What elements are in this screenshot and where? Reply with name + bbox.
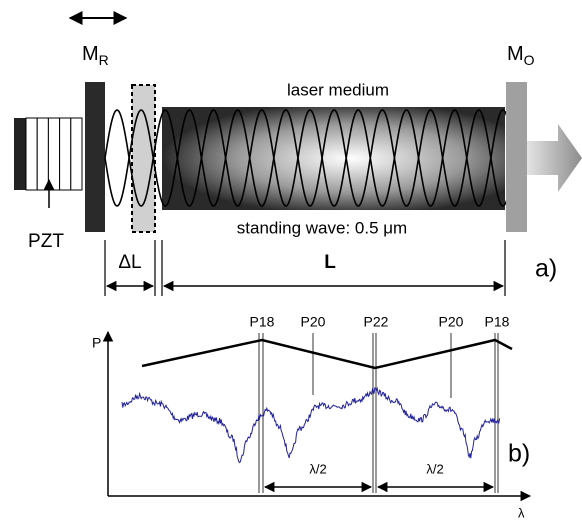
- pzt-cell: [25, 117, 38, 191]
- panel-a-label: a): [535, 255, 557, 283]
- output-beam: [527, 124, 582, 192]
- peak-label: P18: [485, 314, 510, 330]
- pzt-cell: [36, 117, 49, 191]
- envelope: [141, 338, 513, 370]
- y-axis-label: P: [92, 335, 101, 351]
- etalon: [131, 84, 156, 233]
- pzt-stack: [25, 117, 83, 191]
- spacing-label: λ/2: [309, 461, 326, 476]
- standing-wave: [104, 109, 516, 207]
- x-axis-label: λ: [518, 505, 525, 520]
- mirror-out-label: MO: [507, 43, 535, 67]
- peak-label: P22: [364, 314, 389, 330]
- peak-label: P20: [439, 314, 464, 330]
- length-label: L: [324, 252, 336, 273]
- pzt-cell: [59, 117, 72, 191]
- peak-lines: [258, 333, 499, 493]
- dimension-lines: [104, 240, 506, 296]
- spectrum-trace: [121, 386, 501, 464]
- peak-label: P18: [250, 314, 275, 330]
- pzt-label: PZT: [28, 231, 64, 252]
- pzt-cell: [70, 117, 83, 191]
- wave-branch: [104, 109, 516, 207]
- medium-label: laser medium: [287, 80, 389, 99]
- output-mirror: [506, 82, 527, 232]
- delta-l-label: ΔL: [118, 252, 141, 273]
- rear-mirror: [85, 82, 105, 232]
- laser-medium: [162, 107, 505, 210]
- mirror-rear-label: MR: [82, 43, 109, 67]
- spacing-label: λ/2: [426, 461, 443, 476]
- pzt-base: [14, 118, 26, 190]
- peak-label: P20: [301, 314, 326, 330]
- pzt-cell: [47, 117, 61, 191]
- wave-label: standing wave: 0.5 μm: [237, 218, 407, 237]
- wave-branch: [104, 109, 516, 207]
- panel-b-label: b): [508, 440, 530, 468]
